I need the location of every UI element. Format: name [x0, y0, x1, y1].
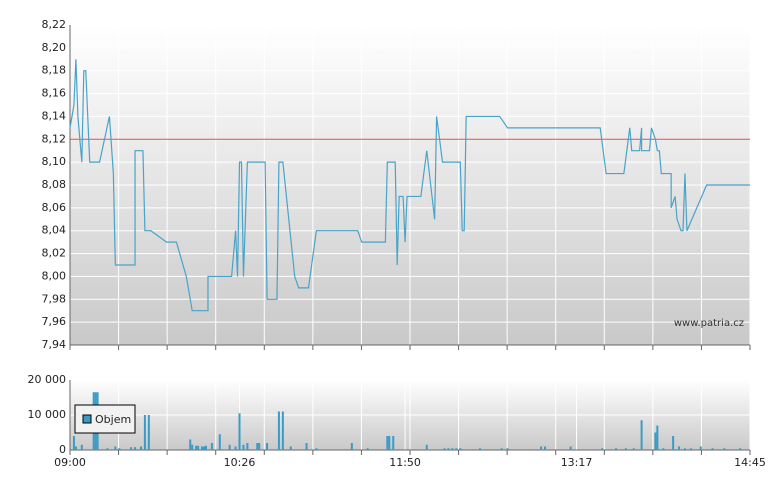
volume-bar [544, 446, 547, 450]
y-tick-label: 8,18 [42, 64, 67, 77]
volume-bar [143, 415, 146, 450]
volume-bar [386, 436, 389, 450]
volume-bar [723, 448, 726, 450]
volume-bar [189, 439, 192, 450]
volume-bar [197, 445, 200, 450]
volume-bar [258, 443, 261, 450]
watermark: www.patria.cz [674, 318, 744, 329]
volume-bar [201, 446, 204, 450]
volume-bar [506, 448, 509, 450]
y-tick-label: 20 000 [28, 373, 67, 386]
volume-bar [447, 448, 450, 450]
price-line [69, 59, 750, 312]
volume-bar [739, 448, 742, 450]
volume-bar [683, 448, 686, 450]
volume-bar [388, 436, 391, 450]
y-tick-label: 8,12 [42, 132, 67, 145]
volume-bar [662, 448, 665, 450]
volume-bar [640, 420, 643, 450]
volume-bar [459, 448, 462, 450]
volume-bar [118, 448, 121, 450]
y-tick-label: 8,20 [42, 41, 67, 54]
y-tick-label: 8,16 [42, 87, 67, 100]
volume-bar [147, 415, 150, 450]
volume-bar [451, 448, 454, 450]
volume-bar [242, 444, 245, 450]
volume-bar [425, 444, 428, 450]
volume-bar [205, 445, 207, 450]
volume-bar [106, 448, 109, 450]
volume-bar [238, 413, 241, 450]
volume-bar [277, 411, 280, 450]
volume-bar [114, 446, 117, 450]
legend-swatch [82, 414, 92, 424]
x-tick-label: 10:26 [224, 456, 256, 469]
y-tick-label: 8,00 [42, 269, 67, 282]
volume-bar [203, 446, 206, 450]
volume-bar [218, 434, 221, 450]
volume-bar [72, 436, 75, 450]
y-tick-label: 7,94 [42, 338, 67, 351]
volume-bar [366, 448, 369, 450]
y-tick-label: 7,96 [42, 315, 67, 328]
volume-bar [540, 446, 543, 450]
volume-bar [678, 446, 681, 450]
volume-bar [191, 444, 194, 450]
volume-bar [315, 448, 318, 450]
y-tick-label: 8,04 [42, 224, 67, 237]
y-tick-label: 8,14 [42, 109, 67, 122]
volume-bar [256, 443, 259, 450]
volume-bar [656, 425, 659, 450]
volume-bar [139, 446, 142, 450]
x-tick-label: 13:17 [561, 456, 593, 469]
x-tick-label: 11:50 [389, 456, 421, 469]
volume-bar [210, 443, 213, 450]
volume-bar [234, 446, 237, 450]
volume-bar [266, 443, 269, 450]
volume-bar [654, 432, 657, 450]
volume-bar [74, 446, 77, 450]
y-tick-label: 8,06 [42, 201, 67, 214]
volume-bar [672, 436, 675, 450]
y-tick-label: 7,98 [42, 292, 67, 305]
volume-bar [601, 448, 604, 450]
volume-bar [350, 443, 353, 450]
volume-bar [500, 448, 503, 450]
volume-bar [478, 448, 481, 450]
legend-label: Objem [95, 413, 131, 426]
volume-bar [246, 443, 249, 450]
volume-bar [392, 436, 395, 450]
y-tick-label: 8,10 [42, 155, 67, 168]
volume-bar [289, 446, 292, 450]
volume-bar [134, 447, 137, 450]
volume-bar [228, 444, 231, 450]
volume-bar [305, 443, 308, 450]
volume-bar [455, 448, 458, 450]
volume-bar [624, 448, 627, 450]
volume-bar [689, 448, 692, 450]
volume-bar [632, 448, 635, 450]
volume-bar [569, 446, 572, 450]
y-tick-label: 0 [59, 443, 66, 456]
volume-bar [614, 448, 617, 450]
y-tick-label: 8,02 [42, 247, 67, 260]
volume-bar [80, 444, 83, 450]
x-tick-label: 09:00 [54, 456, 86, 469]
volume-bar [443, 448, 446, 450]
volume-bar [130, 447, 133, 450]
volume-bar [699, 446, 702, 450]
y-tick-label: 8,22 [42, 18, 67, 31]
volume-bar [711, 448, 714, 450]
volume-bar [281, 411, 284, 450]
x-tick-label: 14:45 [734, 456, 766, 469]
y-tick-label: 8,08 [42, 178, 67, 191]
y-tick-label: 10 000 [28, 408, 67, 421]
volume-bar [195, 445, 198, 450]
